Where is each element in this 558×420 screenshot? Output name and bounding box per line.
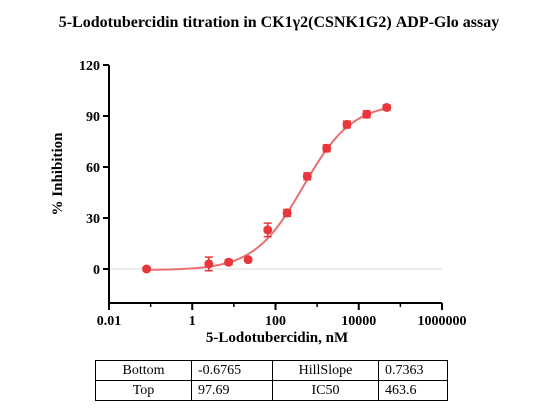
chart-title: 5-Lodotubercidin titration in CK1γ2(CSNK… bbox=[58, 14, 500, 31]
data-point bbox=[382, 103, 392, 112]
data-point bbox=[224, 257, 234, 267]
data-points-layer bbox=[142, 103, 392, 274]
param-label-bottom: Bottom bbox=[95, 360, 192, 381]
data-point bbox=[322, 143, 332, 153]
table-row: Bottom -0.6765 HillSlope 0.7363 bbox=[95, 360, 448, 381]
x-tick-label: 1 bbox=[189, 314, 196, 329]
x-tick-label: 10000 bbox=[341, 314, 376, 329]
x-tick-label: 0.01 bbox=[97, 314, 122, 329]
param-label-hillslope: HillSlope bbox=[272, 360, 379, 381]
y-tick-label: 0 bbox=[93, 263, 100, 278]
table-row: Top 97.69 IC50 463.6 bbox=[95, 380, 448, 401]
y-tick-label: 120 bbox=[79, 59, 100, 74]
data-point bbox=[302, 171, 312, 181]
y-tick-label: 30 bbox=[86, 212, 100, 227]
axes: 0 30 60 90 120 0.01 1 100 10000 1000000 bbox=[79, 59, 467, 329]
y-tick-label: 90 bbox=[86, 110, 100, 125]
fit-curve bbox=[146, 107, 387, 271]
param-label-ic50: IC50 bbox=[272, 380, 379, 401]
data-point bbox=[362, 109, 372, 119]
param-label-top: Top bbox=[95, 380, 192, 401]
data-point bbox=[342, 120, 352, 129]
data-point bbox=[282, 208, 292, 218]
x-tick-label: 1000000 bbox=[418, 314, 467, 329]
param-value-ic50: 463.6 bbox=[378, 380, 448, 401]
data-point bbox=[204, 259, 214, 269]
data-point bbox=[263, 225, 273, 235]
y-tick-label: 60 bbox=[86, 161, 100, 176]
data-point bbox=[243, 255, 253, 265]
x-tick-label: 100 bbox=[265, 314, 286, 329]
param-value-hillslope: 0.7363 bbox=[378, 360, 448, 381]
y-axis-label: % Inhibition bbox=[50, 132, 66, 216]
x-axis-label: 5-Lodotubercidin, nM bbox=[206, 330, 348, 346]
param-value-bottom: -0.6765 bbox=[191, 360, 273, 381]
dose-response-plot: 0 30 60 90 120 0.01 1 100 10000 1000000 5-Lodotub… bbox=[50, 59, 467, 346]
fit-parameters-table: Bottom -0.6765 HillSlope 0.7363 Top 97.6… bbox=[95, 360, 448, 401]
param-value-top: 97.69 bbox=[191, 380, 273, 401]
data-point bbox=[142, 264, 152, 274]
fit-curve-layer bbox=[146, 107, 387, 271]
